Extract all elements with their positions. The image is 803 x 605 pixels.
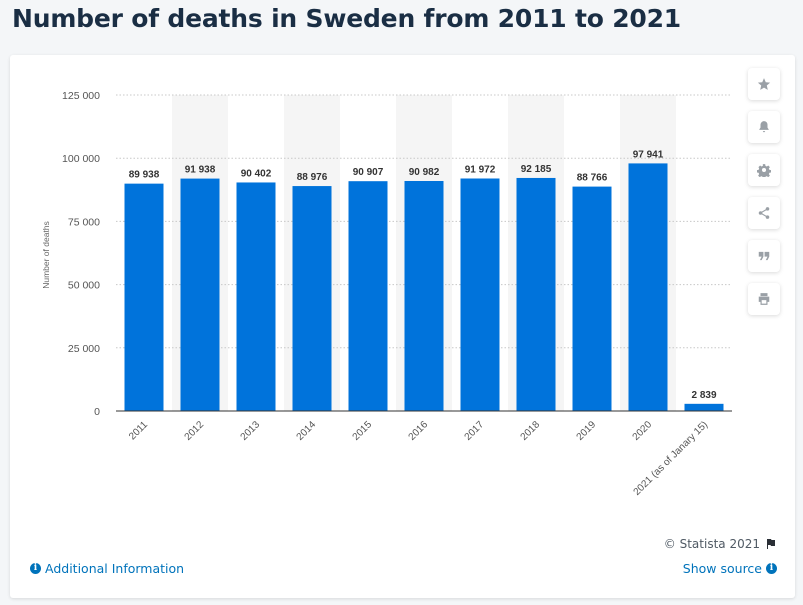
additional-info-link[interactable]: i Additional Information — [30, 561, 184, 576]
side-toolbar — [748, 68, 782, 326]
bar — [236, 182, 276, 411]
y-tick-label: 125 000 — [62, 90, 100, 102]
share-button[interactable] — [748, 197, 780, 229]
info-icon: i — [30, 563, 41, 574]
data-label: 89 938 — [129, 170, 160, 181]
gear-icon — [757, 164, 771, 177]
info-icon: i — [766, 563, 777, 574]
bar — [180, 178, 220, 411]
quote-icon — [758, 251, 770, 261]
x-tick-label: 2017 — [463, 419, 487, 443]
cite-button[interactable] — [748, 240, 780, 272]
copyright-notice: © Statista 2021 — [664, 537, 777, 551]
bar — [460, 178, 500, 411]
x-tick-label: 2014 — [295, 419, 319, 443]
bell-icon — [759, 121, 769, 133]
y-tick-label: 75 000 — [68, 216, 100, 228]
data-label: 92 185 — [521, 164, 552, 175]
y-tick-label: 0 — [94, 406, 100, 418]
bar — [124, 183, 164, 411]
x-tick-label: 2011 — [127, 419, 150, 442]
show-source-link[interactable]: Show source i — [683, 561, 777, 576]
notification-button[interactable] — [748, 111, 780, 143]
data-label: 2 839 — [691, 390, 716, 401]
y-tick-label: 100 000 — [62, 153, 100, 165]
flag-icon[interactable] — [765, 538, 777, 550]
print-icon — [758, 293, 770, 305]
x-tick-label: 2016 — [407, 419, 431, 443]
bar — [516, 177, 556, 411]
favorite-button[interactable] — [748, 68, 780, 100]
y-axis-title: Number of deaths — [41, 221, 51, 289]
y-tick-label: 50 000 — [68, 280, 100, 292]
x-tick-label: 2019 — [575, 419, 599, 443]
chart: 0 25 000 50 000 75 000 100 000 125 000 Number … — [41, 90, 732, 498]
data-label: 88 976 — [297, 172, 328, 183]
y-tick-label: 25 000 — [68, 343, 100, 355]
x-tick-label: 2013 — [239, 419, 263, 443]
additional-info-label: Additional Information — [45, 561, 185, 576]
share-icon — [758, 207, 770, 219]
settings-button[interactable] — [748, 154, 780, 186]
bar — [628, 163, 668, 411]
data-label: 88 766 — [577, 173, 608, 184]
data-label: 91 972 — [465, 164, 496, 175]
data-label: 91 938 — [185, 165, 216, 176]
copyright-text: © Statista 2021 — [663, 537, 760, 551]
bar — [404, 180, 444, 411]
data-label: 97 941 — [633, 149, 664, 160]
x-tick-label: 2018 — [519, 419, 543, 443]
bar — [572, 186, 612, 411]
star-icon — [757, 78, 771, 90]
x-tick-label: 2012 — [183, 419, 207, 443]
data-label: 90 402 — [241, 168, 272, 179]
chart-card: 0 25 000 50 000 75 000 100 000 125 000 Number … — [10, 55, 795, 598]
data-label: 90 982 — [409, 167, 440, 178]
bar — [348, 181, 388, 411]
print-button[interactable] — [748, 283, 780, 315]
x-tick-label: 2020 — [631, 419, 655, 443]
x-tick-label: 2015 — [351, 419, 375, 443]
bar — [684, 403, 724, 411]
data-label: 90 907 — [353, 167, 384, 178]
page-title: Number of deaths in Sweden from 2011 to … — [12, 4, 681, 33]
bar — [292, 186, 332, 411]
show-source-label: Show source — [682, 561, 762, 576]
